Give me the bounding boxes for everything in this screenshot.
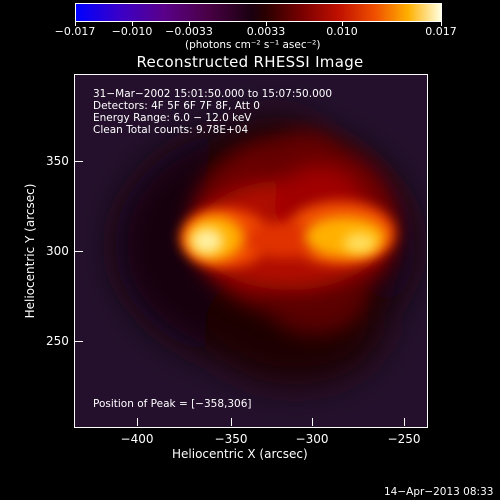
peak-position: Position of Peak = [−358,306]	[93, 398, 252, 410]
colorbar-tick-label: −0.017	[54, 25, 96, 38]
y-tick	[75, 341, 83, 342]
x-tick-label: −300	[295, 432, 329, 446]
x-tick	[312, 418, 313, 426]
info-detectors: Detectors: 4F 5F 6F 7F 8F, Att 0	[93, 100, 260, 112]
x-tick-label: −350	[214, 432, 248, 446]
colorbar-tick	[441, 21, 442, 26]
solar-image-frame	[74, 74, 428, 428]
solar-image	[75, 75, 427, 427]
colorbar-tick	[342, 21, 343, 26]
colorbar-units: (photons cm⁻² s⁻¹ asec⁻²)	[185, 39, 321, 51]
plot-title: Reconstructed RHESSI Image	[136, 53, 364, 71]
y-tick-label: 350	[46, 154, 69, 168]
colorbar-tick-label: 0.017	[425, 25, 457, 38]
info-time-range: 31−Mar−2002 15:01:50.000 to 15:07:50.000	[93, 88, 333, 100]
colorbar-tick	[75, 21, 76, 26]
colorbar-tick-label: −0.010	[111, 25, 153, 38]
colorbar-tick	[266, 21, 267, 26]
x-axis-label: Heliocentric X (arcsec)	[172, 447, 308, 461]
colorbar-tick	[132, 21, 133, 26]
info-energy-range: Energy Range: 6.0 − 12.0 keV	[93, 112, 252, 124]
x-tick	[231, 418, 232, 426]
x-tick	[404, 418, 405, 426]
observation-info: 31−Mar−2002 15:01:50.000 to 15:07:50.000…	[93, 88, 332, 136]
x-tick-label: −400	[120, 432, 154, 446]
colorbar-tick-label: −0.0033	[165, 25, 213, 38]
info-total-counts: Clean Total counts: 9.78E+04	[93, 124, 249, 136]
y-tick	[75, 161, 83, 162]
y-tick	[75, 251, 83, 252]
colorbar-tick	[189, 21, 190, 26]
y-axis-label: Heliocentric Y (arcsec)	[23, 183, 37, 319]
colorbar-tick-label: 0.0033	[246, 25, 286, 38]
y-tick-label: 300	[46, 244, 69, 258]
colorbar-tick-label: 0.010	[326, 25, 358, 38]
footer-date: 14−Apr−2013 08:33	[384, 486, 494, 498]
x-tick	[137, 418, 138, 426]
y-tick-label: 250	[46, 334, 69, 348]
x-tick-label: −250	[387, 432, 421, 446]
colorbar	[75, 3, 442, 22]
